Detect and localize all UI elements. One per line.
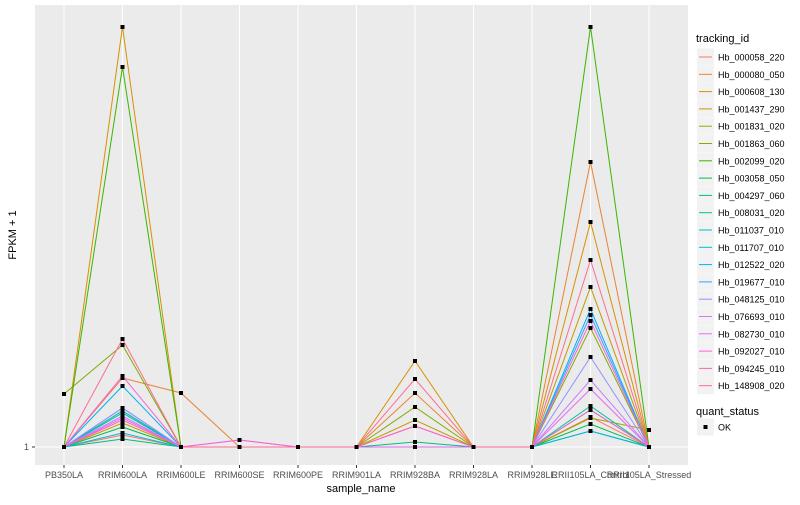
data-point [588,319,593,323]
series-points [62,25,651,449]
color-legend: Hb_000058_220 Hb_000080_050 Hb_000608_130 H… [697,48,785,395]
data-point [120,384,125,388]
legend-label: Hb_001831_020 [718,122,785,132]
legend-label: Hb_008031_020 [718,208,785,218]
legend-label: Hb_003058_050 [718,174,785,184]
legend-label: Hb_011037_010 [718,226,784,236]
legend-label: Hb_082730_010 [718,329,785,339]
legend-label: Hb_092027_010 [718,347,785,357]
data-point [588,355,593,359]
legend-label: Hb_000080_050 [718,70,785,80]
x-axis-label: sample_name [326,483,395,495]
data-point [120,374,125,378]
data-point [62,392,66,396]
x-tick-label: RRIM901LA [332,470,381,480]
data-point [120,421,125,425]
point-shape-icon [703,425,708,429]
data-point [120,418,125,422]
data-point [588,160,593,164]
y-axis-label: FPKM + 1 [7,210,19,259]
data-point [588,258,593,262]
data-point [647,445,651,449]
data-point [120,337,125,341]
data-point [413,440,417,444]
data-point [588,220,593,224]
shape-legend-label: OK [718,423,731,433]
data-point [120,343,125,347]
legend-label: Hb_002099_020 [718,156,785,166]
data-point [588,25,593,29]
data-point [588,285,593,289]
data-point [179,391,183,395]
data-point [588,429,593,433]
data-point [588,408,593,412]
legend-title: tracking_id [696,33,749,45]
data-point [354,445,359,449]
legend-label: Hb_076693_010 [718,312,785,322]
x-tick-label: RRIM600LE [156,470,205,480]
data-point [413,424,417,428]
data-point [471,445,476,449]
x-tick-label: RRIM928LA [449,470,498,480]
legend-label: Hb_019677_010 [718,277,785,287]
legend-label: Hb_000058_220 [718,53,785,63]
data-point [588,422,593,426]
data-point [413,359,417,363]
x-tick-label: RRII105LA_Control [551,470,629,480]
x-tick-label: RRIM600SE [214,470,264,480]
legend-label: Hb_148908_020 [718,381,785,391]
data-point [179,445,183,449]
data-point [588,326,593,330]
data-point [588,313,593,317]
data-point [120,409,125,413]
legend-label: Hb_011707_010 [718,243,784,253]
data-point [296,445,300,449]
legend-label: Hb_001437_290 [718,104,785,114]
shape-legend: OK [697,418,731,436]
y-tick-label: 1 [24,442,29,452]
x-tick-label: RRIM928LE [507,470,556,480]
data-point [120,437,125,441]
data-point [120,425,125,429]
data-point [237,445,242,449]
legend-label: Hb_001863_060 [718,139,785,149]
data-point [120,25,125,29]
plot-panel [35,5,688,465]
legend-label: Hb_012522_020 [718,260,785,270]
data-point [413,377,417,381]
data-point [588,307,593,311]
data-point [413,391,417,395]
data-point [647,428,651,432]
shape-legend-title: quant_status [696,406,759,418]
legend-label: Hb_000608_130 [718,87,785,97]
x-axis-ticks: PB350LA RRIM600LA RRIM600LE RRIM600SE RRIM60… [45,465,691,480]
x-tick-label: PB350LA [45,470,83,480]
data-point [413,445,417,449]
x-tick-label: RRII105LA_Stressed [607,470,692,480]
data-point [120,406,125,410]
data-point [62,445,66,449]
data-point [588,404,593,408]
data-point [588,378,593,382]
data-point [237,438,242,442]
x-tick-label: RRIM600PE [273,470,323,480]
data-point [413,418,417,422]
data-point [588,387,593,391]
data-point [530,445,534,449]
data-point [588,416,593,420]
data-point [120,65,125,69]
x-tick-label: RRIM928BA [390,470,440,480]
legend-label: Hb_048125_010 [718,295,785,305]
legend-label: Hb_094245_010 [718,364,785,374]
y-axis-ticks: 1 [24,442,35,452]
x-tick-label: RRIM600LA [98,470,147,480]
data-point [413,405,417,409]
data-point [120,431,125,435]
legend-label: Hb_004297_060 [718,191,785,201]
